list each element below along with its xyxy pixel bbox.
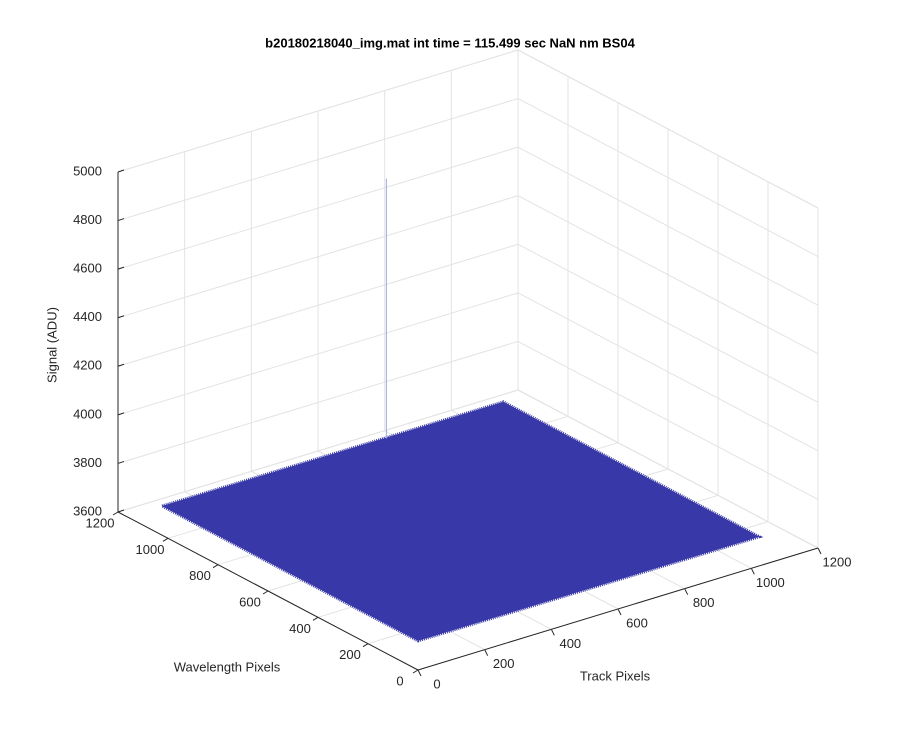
tick-mark xyxy=(817,547,822,555)
tick-mark xyxy=(262,590,269,595)
y-tick-label: 600 xyxy=(239,594,261,609)
grid-line xyxy=(117,243,519,367)
tick-mark xyxy=(750,568,755,575)
z-tick-label: 4600 xyxy=(73,261,102,276)
chart-title: b20180218040_img.mat int time = 115.499 … xyxy=(265,35,635,50)
grid-line xyxy=(117,389,519,513)
grid-line xyxy=(517,195,819,355)
tick-mark xyxy=(117,412,125,416)
x-tick-label: 1200 xyxy=(823,554,852,569)
x-axis-label: Track Pixels xyxy=(580,668,651,683)
tick-mark xyxy=(212,564,219,569)
tick-mark xyxy=(117,363,125,367)
tick-mark xyxy=(117,460,125,464)
z-tick-label: 4800 xyxy=(73,212,102,227)
tick-mark xyxy=(117,315,125,319)
y-tick-label: 0 xyxy=(396,673,403,688)
y-tick-label: 400 xyxy=(289,621,311,636)
tick-mark xyxy=(312,616,319,621)
tick-mark xyxy=(412,669,419,674)
grid-line xyxy=(117,340,519,464)
tick-mark xyxy=(550,629,555,636)
z-tick-label: 4400 xyxy=(73,309,102,324)
x-tick-label: 0 xyxy=(433,676,440,691)
surface-plane xyxy=(158,400,764,643)
tick-mark xyxy=(112,511,119,516)
z-tick-label: 4000 xyxy=(73,406,102,421)
y-tick-label: 800 xyxy=(189,568,211,583)
tick-mark xyxy=(117,509,125,513)
z-tick-label: 5000 xyxy=(73,163,102,178)
tick-mark xyxy=(684,588,689,595)
tick-mark xyxy=(484,649,489,656)
grid-line xyxy=(517,340,819,500)
grid-line xyxy=(117,98,519,222)
x-tick-label: 1000 xyxy=(756,575,785,590)
grid-line xyxy=(117,292,519,416)
x-axis xyxy=(417,547,819,671)
grid-line xyxy=(517,243,819,403)
grid-line xyxy=(517,292,819,452)
grid-line xyxy=(517,49,819,209)
z-tick-label: 4200 xyxy=(73,358,102,373)
grid-line xyxy=(517,98,819,258)
y-tick-label: 1000 xyxy=(136,542,165,557)
z-tick-label: 3800 xyxy=(73,455,102,470)
tick-mark xyxy=(117,266,125,270)
y-tick-label: 200 xyxy=(339,647,361,662)
tick-mark xyxy=(417,669,422,677)
tick-mark xyxy=(362,643,369,648)
x-tick-label: 600 xyxy=(626,615,648,630)
y-tick-label: 1200 xyxy=(86,515,115,530)
y-axis xyxy=(117,511,419,671)
grid-line xyxy=(117,49,519,173)
x-tick-label: 800 xyxy=(693,595,715,610)
y-axis-label: Wavelength Pixels xyxy=(174,659,281,674)
tick-mark xyxy=(117,218,125,222)
x-tick-label: 400 xyxy=(559,636,581,651)
x-tick-label: 200 xyxy=(493,656,515,671)
grid-line xyxy=(517,389,819,549)
grid-line xyxy=(517,146,819,306)
z-axis-label: Signal (ADU) xyxy=(44,307,59,383)
grid-line xyxy=(117,195,519,319)
z-tick-label: 3600 xyxy=(73,503,102,518)
tick-mark xyxy=(117,169,125,173)
grid-line xyxy=(117,146,519,270)
tick-mark xyxy=(162,537,169,542)
tick-mark xyxy=(617,608,622,616)
